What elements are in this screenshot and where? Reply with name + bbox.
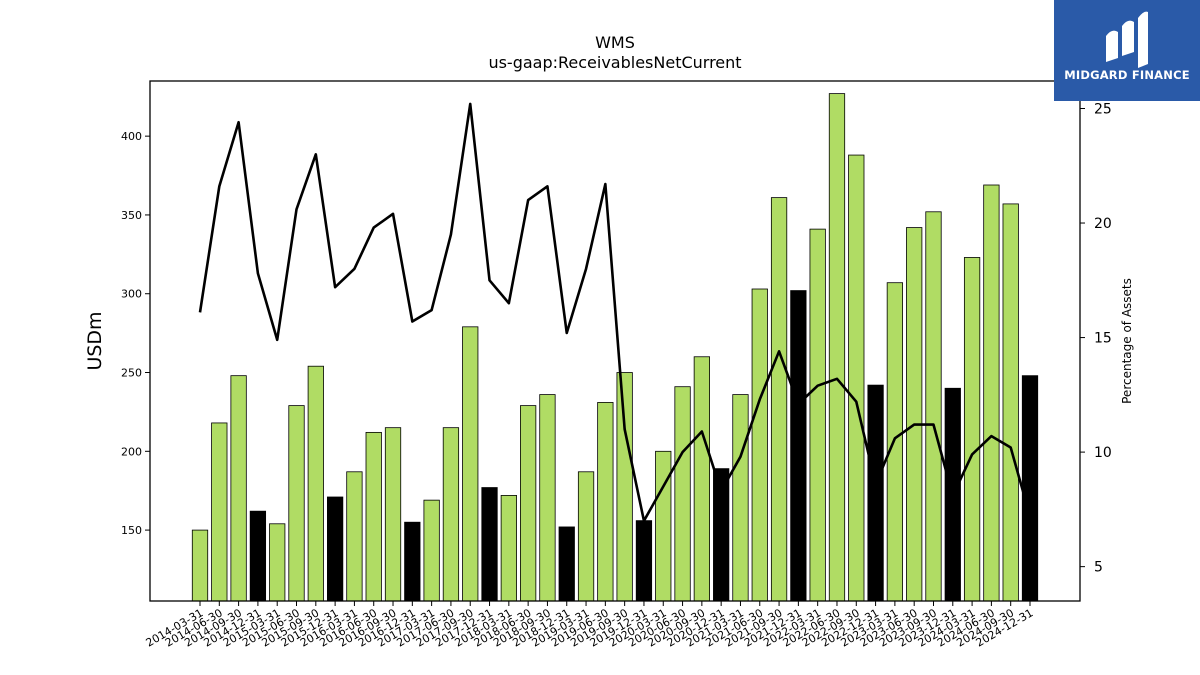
bar-2020-09-30 [693,356,710,602]
y2-tick-label-20: 20 [1094,216,1112,232]
bar-2024-03-31 [963,257,981,602]
bar-2024-06-30 [983,184,1000,602]
bar-2018-12-31 [558,526,575,602]
line-series [198,102,1032,523]
y-axis-label: USDm [84,311,106,370]
y-tick-label-350: 350 [121,209,142,222]
bar-2020-06-30 [674,386,691,602]
y-tick-label-150: 150 [121,524,142,537]
y-axis-right: 5 10 15 20 25 [1080,101,1112,576]
bar-2015-03-31 [269,523,286,602]
bar-2018-09-30 [539,394,556,602]
bar-2017-09-30 [462,326,479,602]
y-tick-label-400: 400 [121,130,142,143]
bar-2024-09-30 [1002,203,1019,602]
y-axis-left: 150 200 250 300 350 400 [121,130,150,537]
y2-axis-label: Percentage of Assets [1120,278,1134,404]
line-percentage-of-assets [198,102,1032,523]
chart-subtitle: us-gaap:ReceivablesNetCurrent [488,53,741,72]
bar-2019-09-30 [616,372,633,602]
bar-2022-12-31 [867,384,884,602]
bar-2022-09-30 [848,154,865,602]
bar-2019-06-30 [597,402,614,602]
bar-2017-06-30 [442,427,460,602]
bar-2023-03-31 [886,282,903,602]
x-axis: 2014-03-312014-06-302014-09-302014-12-31… [144,601,1036,650]
y2-tick-label-10: 10 [1094,445,1112,461]
bar-2022-03-31 [809,228,826,602]
y-tick-label-200: 200 [121,445,142,458]
bar-2022-06-30 [828,93,846,602]
bar-series [191,93,1039,602]
bar-2016-12-31 [404,521,421,602]
bar-2015-06-30 [288,405,305,602]
bar-2020-03-31 [655,450,672,602]
y2-tick-label-15: 15 [1094,331,1112,347]
bar-2018-03-31 [500,495,517,602]
bar-2016-09-30 [384,427,402,602]
bar-2014-06-30 [211,422,228,602]
y-tick-label-300: 300 [121,288,142,301]
bar-2015-09-30 [307,365,324,602]
bar-2023-06-30 [906,227,923,602]
bar-2021-09-30 [770,197,788,602]
bar-2023-09-30 [925,211,942,602]
bar-2014-12-31 [249,510,267,602]
y-tick-label-250: 250 [121,367,142,380]
bar-2016-06-30 [365,431,382,602]
chart-title: WMS [595,33,635,52]
y2-tick-label-5: 5 [1094,560,1103,576]
midgard-logo-icon [1106,11,1148,69]
bar-2014-03-31 [191,529,209,602]
bar-2017-12-31 [481,487,498,602]
bar-2019-03-31 [577,471,595,602]
bar-2024-12-31 [1021,375,1039,602]
bar-2019-12-31 [635,520,653,602]
y2-tick-label-25: 25 [1094,101,1112,117]
bar-2016-03-31 [346,471,363,602]
bar-2021-03-31 [732,394,749,602]
bar-2017-03-31 [423,499,440,602]
bar-2015-12-31 [326,496,344,602]
bar-2021-12-31 [790,290,807,602]
bar-2014-09-30 [230,375,247,602]
midgard-finance-logo: MIDGARD FINANCE [1054,0,1200,101]
plot-frame [149,80,1081,602]
bar-2021-06-30 [751,288,768,602]
logo-text: MIDGARD FINANCE [1064,68,1190,82]
bar-2018-06-30 [520,405,537,602]
